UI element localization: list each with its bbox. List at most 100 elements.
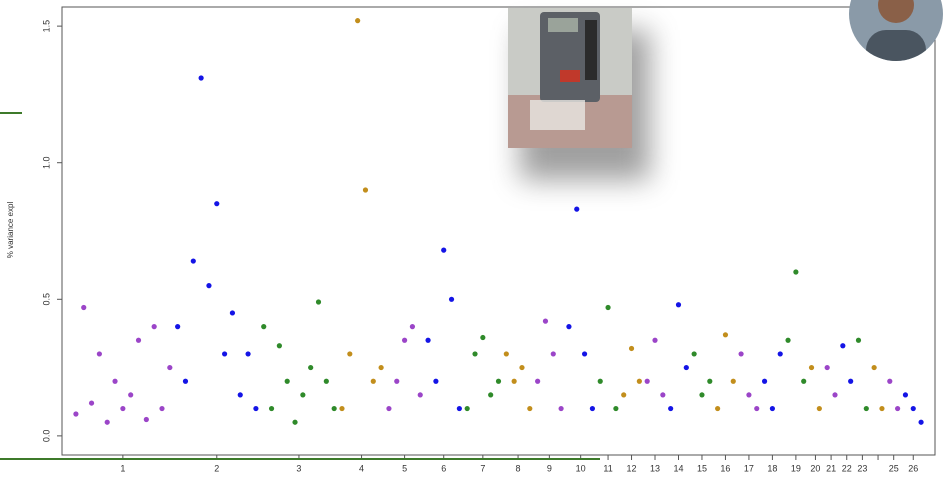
snp-point — [316, 299, 321, 304]
y-tick-label: 1.5 — [41, 20, 51, 33]
x-tick-label: 21 — [826, 463, 836, 473]
snp-point — [245, 351, 250, 356]
x-tick-label: 7 — [480, 463, 485, 473]
snp-point — [261, 324, 266, 329]
snp-point — [613, 406, 618, 411]
snp-point — [793, 269, 798, 274]
snp-point — [738, 351, 743, 356]
snp-point — [285, 379, 290, 384]
snp-point — [488, 392, 493, 397]
snp-point — [887, 379, 892, 384]
snp-point — [527, 406, 532, 411]
snp-point — [230, 310, 235, 315]
snp-point — [864, 406, 869, 411]
snp-point — [621, 392, 626, 397]
screenshot: % variance expl 0.00.51.01.5123456789101… — [0, 0, 943, 486]
snp-point — [457, 406, 462, 411]
snp-point — [379, 365, 384, 370]
snp-point — [441, 248, 446, 253]
snp-point — [191, 258, 196, 263]
x-tick-label: 12 — [627, 463, 637, 473]
snp-point — [347, 351, 352, 356]
snp-point — [668, 406, 673, 411]
snp-point — [879, 406, 884, 411]
x-tick-label: 11 — [603, 463, 612, 473]
snp-point — [465, 406, 470, 411]
snp-point — [872, 365, 877, 370]
snp-point — [449, 297, 454, 302]
snp-point — [715, 406, 720, 411]
plot-frame — [62, 7, 935, 455]
snp-point — [825, 365, 830, 370]
snp-point — [856, 338, 861, 343]
snp-point — [762, 379, 767, 384]
snp-point — [637, 379, 642, 384]
snp-point — [535, 379, 540, 384]
x-tick-label: 5 — [402, 463, 407, 473]
y-tick-label: 0.5 — [41, 293, 51, 306]
y-axis-label: % variance expl — [6, 202, 15, 259]
snp-point — [277, 343, 282, 348]
snp-point — [128, 392, 133, 397]
snp-point — [167, 365, 172, 370]
snp-point — [386, 406, 391, 411]
x-tick-label: 2 — [214, 463, 219, 473]
snp-point — [363, 187, 368, 192]
snp-point — [472, 351, 477, 356]
snp-point — [112, 379, 117, 384]
snp-point — [770, 406, 775, 411]
snp-point — [754, 406, 759, 411]
snp-point — [480, 335, 485, 340]
snp-point — [222, 351, 227, 356]
snp-point — [911, 406, 916, 411]
snp-point — [152, 324, 157, 329]
snp-point — [590, 406, 595, 411]
snp-point — [848, 379, 853, 384]
green-rule — [0, 112, 22, 114]
snp-point — [605, 305, 610, 310]
snp-point — [504, 351, 509, 356]
x-tick-label: 14 — [673, 463, 683, 473]
snp-point — [598, 379, 603, 384]
snp-point — [778, 351, 783, 356]
snp-point — [684, 365, 689, 370]
snp-point — [676, 302, 681, 307]
snp-point — [809, 365, 814, 370]
snp-point — [97, 351, 102, 356]
x-tick-label: 19 — [791, 463, 801, 473]
snp-point — [660, 392, 665, 397]
snp-point — [801, 379, 806, 384]
snp-point — [332, 406, 337, 411]
snp-point — [159, 406, 164, 411]
snp-point — [723, 332, 728, 337]
snp-point — [206, 283, 211, 288]
snp-point — [895, 406, 900, 411]
snp-point — [214, 201, 219, 206]
snp-point — [629, 346, 634, 351]
snp-point — [324, 379, 329, 384]
snp-point — [731, 379, 736, 384]
snp-point — [903, 392, 908, 397]
x-tick-label: 16 — [720, 463, 730, 473]
snp-point — [574, 207, 579, 212]
snp-point — [832, 392, 837, 397]
snp-point — [183, 379, 188, 384]
snp-point — [551, 351, 556, 356]
snp-point — [699, 392, 704, 397]
snp-point — [543, 319, 548, 324]
snp-point — [410, 324, 415, 329]
snp-point — [175, 324, 180, 329]
x-tick-label: 22 — [842, 463, 852, 473]
x-tick-label: 4 — [359, 463, 364, 473]
green-rule — [0, 458, 600, 460]
snp-point — [918, 420, 923, 425]
snp-point — [707, 379, 712, 384]
snp-point — [355, 18, 360, 23]
snp-point — [269, 406, 274, 411]
snp-point — [519, 365, 524, 370]
snp-point — [566, 324, 571, 329]
snp-point — [785, 338, 790, 343]
snp-point — [308, 365, 313, 370]
x-tick-label: 17 — [744, 463, 754, 473]
